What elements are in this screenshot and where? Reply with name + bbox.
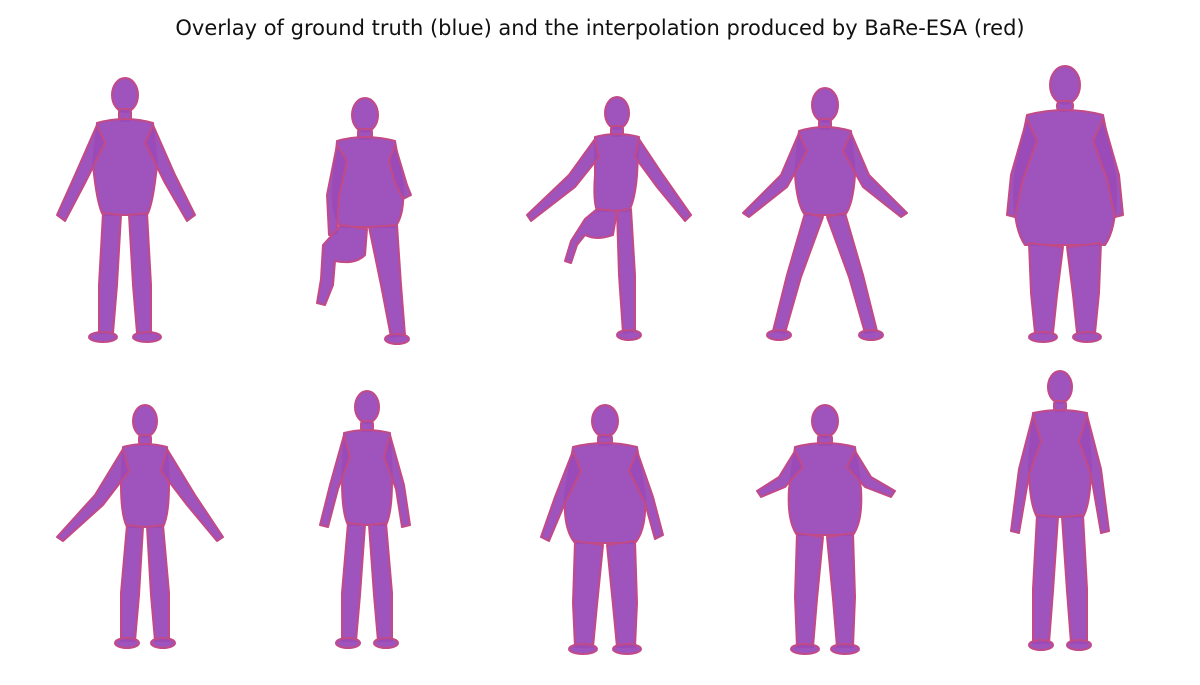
body-mesh-r1-c2 (316, 97, 412, 345)
mesh-cell-r2-c5 (945, 370, 1185, 685)
mesh-cell-r2-c1 (25, 385, 265, 685)
mesh-cell-r1-c1 (5, 65, 245, 365)
body-mesh-r2-c3 (540, 404, 664, 655)
mesh-cell-r1-c2 (245, 65, 485, 365)
body-mesh-r1-c3 (526, 96, 692, 341)
mesh-cell-r1-c3 (485, 65, 725, 365)
mesh-cell-r1-c4 (705, 65, 945, 365)
body-mesh-r1-c4 (742, 87, 908, 341)
mesh-cell-r2-c3 (485, 385, 725, 685)
figure-title: Overlay of ground truth (blue) and the i… (175, 16, 1025, 40)
mesh-cell-r1-c5 (945, 65, 1185, 365)
body-mesh-r2-c2 (319, 390, 411, 649)
mesh-cell-r2-c2 (250, 385, 490, 685)
body-mesh-r2-c5 (1010, 370, 1110, 651)
body-mesh-r2-c1 (56, 404, 224, 649)
body-mesh-r1-c5 (1006, 65, 1124, 343)
body-mesh-r1-c1 (56, 77, 196, 343)
mesh-grid (0, 55, 1200, 675)
mesh-cell-r2-c4 (705, 385, 945, 685)
body-mesh-r2-c4 (756, 404, 896, 655)
